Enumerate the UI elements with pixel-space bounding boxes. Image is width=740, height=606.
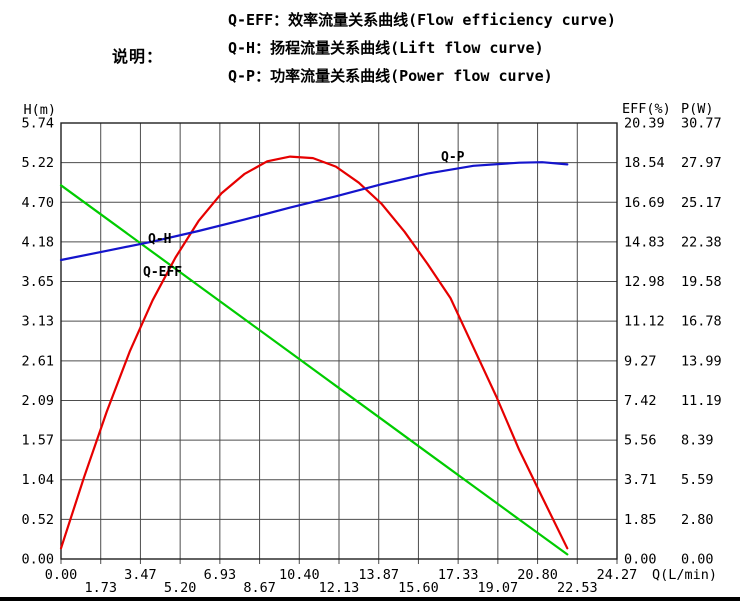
eff-tick-label: 12.98	[624, 274, 665, 290]
x-tick-label: 8.67	[243, 580, 276, 596]
eff-tick-label: 3.71	[624, 472, 657, 488]
p-tick-label: 19.58	[681, 274, 722, 290]
h-tick-label: 0.52	[21, 512, 54, 528]
p-tick-label: 0.00	[681, 552, 714, 568]
x-tick-label: 12.13	[319, 580, 360, 596]
legend-line-q-eff: Q-EFF：效率流量关系曲线(Flow efficiency curve)	[228, 11, 616, 29]
x-tick-label: 6.93	[204, 567, 237, 583]
p-tick-label: 2.80	[681, 512, 714, 528]
legend-title: 说明：	[112, 47, 164, 66]
h-tick-label: 1.57	[21, 433, 54, 449]
eff-tick-label: 20.39	[624, 116, 665, 132]
eff-tick-label: 9.27	[624, 353, 657, 369]
x-tick-label: 10.40	[279, 567, 320, 583]
series-q-h	[59, 184, 569, 556]
x-tick-label: 5.20	[164, 580, 197, 596]
x-tick-label: 24.27	[597, 567, 638, 583]
h-tick-label: 3.65	[21, 274, 54, 290]
x-tick-label: 20.80	[517, 567, 558, 583]
grid	[60, 122, 618, 564]
h-tick-label: 2.09	[21, 393, 54, 409]
eff-tick-label: 0.00	[624, 552, 657, 568]
x-tick-label: 3.47	[124, 567, 157, 583]
p-tick-label: 25.17	[681, 195, 722, 211]
p-tick-label: 16.78	[681, 314, 722, 330]
x-tick-label: 0.00	[45, 567, 78, 583]
h-tick-label: 1.04	[21, 472, 54, 488]
series-q-p	[59, 161, 569, 262]
x-tick-label: 19.07	[478, 580, 519, 596]
series-q-eff	[59, 155, 569, 550]
p-tick-label: 11.19	[681, 393, 722, 409]
p-axis-title: P(W)	[681, 101, 714, 117]
x-axis-title: Q(L/min)	[652, 567, 717, 583]
p-tick-label: 5.59	[681, 472, 714, 488]
p-tick-label: 27.97	[681, 155, 722, 171]
legend-line-q-p: Q-P：功率流量关系曲线(Power flow curve)	[228, 67, 553, 85]
p-tick-label: 8.39	[681, 433, 714, 449]
h-tick-label: 3.13	[21, 314, 54, 330]
h-tick-label: 2.61	[21, 353, 54, 369]
x-tick-label: 15.60	[398, 580, 439, 596]
page-bottom-rule	[0, 597, 740, 601]
h-tick-label: 4.18	[21, 234, 54, 250]
curve-label-q-p: Q-P	[441, 150, 465, 165]
chart-border	[60, 122, 618, 560]
h-tick-label: 5.22	[21, 155, 54, 171]
eff-tick-label: 18.54	[624, 155, 665, 171]
curve-label-q-h: Q-H	[148, 232, 171, 247]
eff-tick-label: 7.42	[624, 393, 657, 409]
x-tick-label: 13.87	[358, 567, 399, 583]
eff-tick-label: 5.56	[624, 433, 657, 449]
eff-tick-label: 14.83	[624, 234, 665, 250]
h-tick-label: 4.70	[21, 195, 54, 211]
eff-tick-label: 11.12	[624, 314, 665, 330]
x-tick-label: 1.73	[84, 580, 117, 596]
h-tick-label: 5.74	[21, 116, 54, 132]
legend-line-q-h: Q-H：扬程流量关系曲线(Lift flow curve)	[228, 39, 544, 57]
eff-tick-label: 16.69	[624, 195, 665, 211]
p-tick-label: 22.38	[681, 234, 722, 250]
x-tick-label: 17.33	[438, 567, 479, 583]
p-tick-label: 13.99	[681, 353, 722, 369]
h-tick-label: 0.00	[21, 552, 54, 568]
curve-label-q-eff: Q-EFF	[143, 265, 182, 280]
x-tick-label: 22.53	[557, 580, 598, 596]
eff-tick-label: 1.85	[624, 512, 657, 528]
h-axis-title: H(m)	[23, 102, 56, 118]
eff-axis-title: EFF(%)	[622, 101, 671, 117]
p-tick-label: 30.77	[681, 116, 722, 132]
